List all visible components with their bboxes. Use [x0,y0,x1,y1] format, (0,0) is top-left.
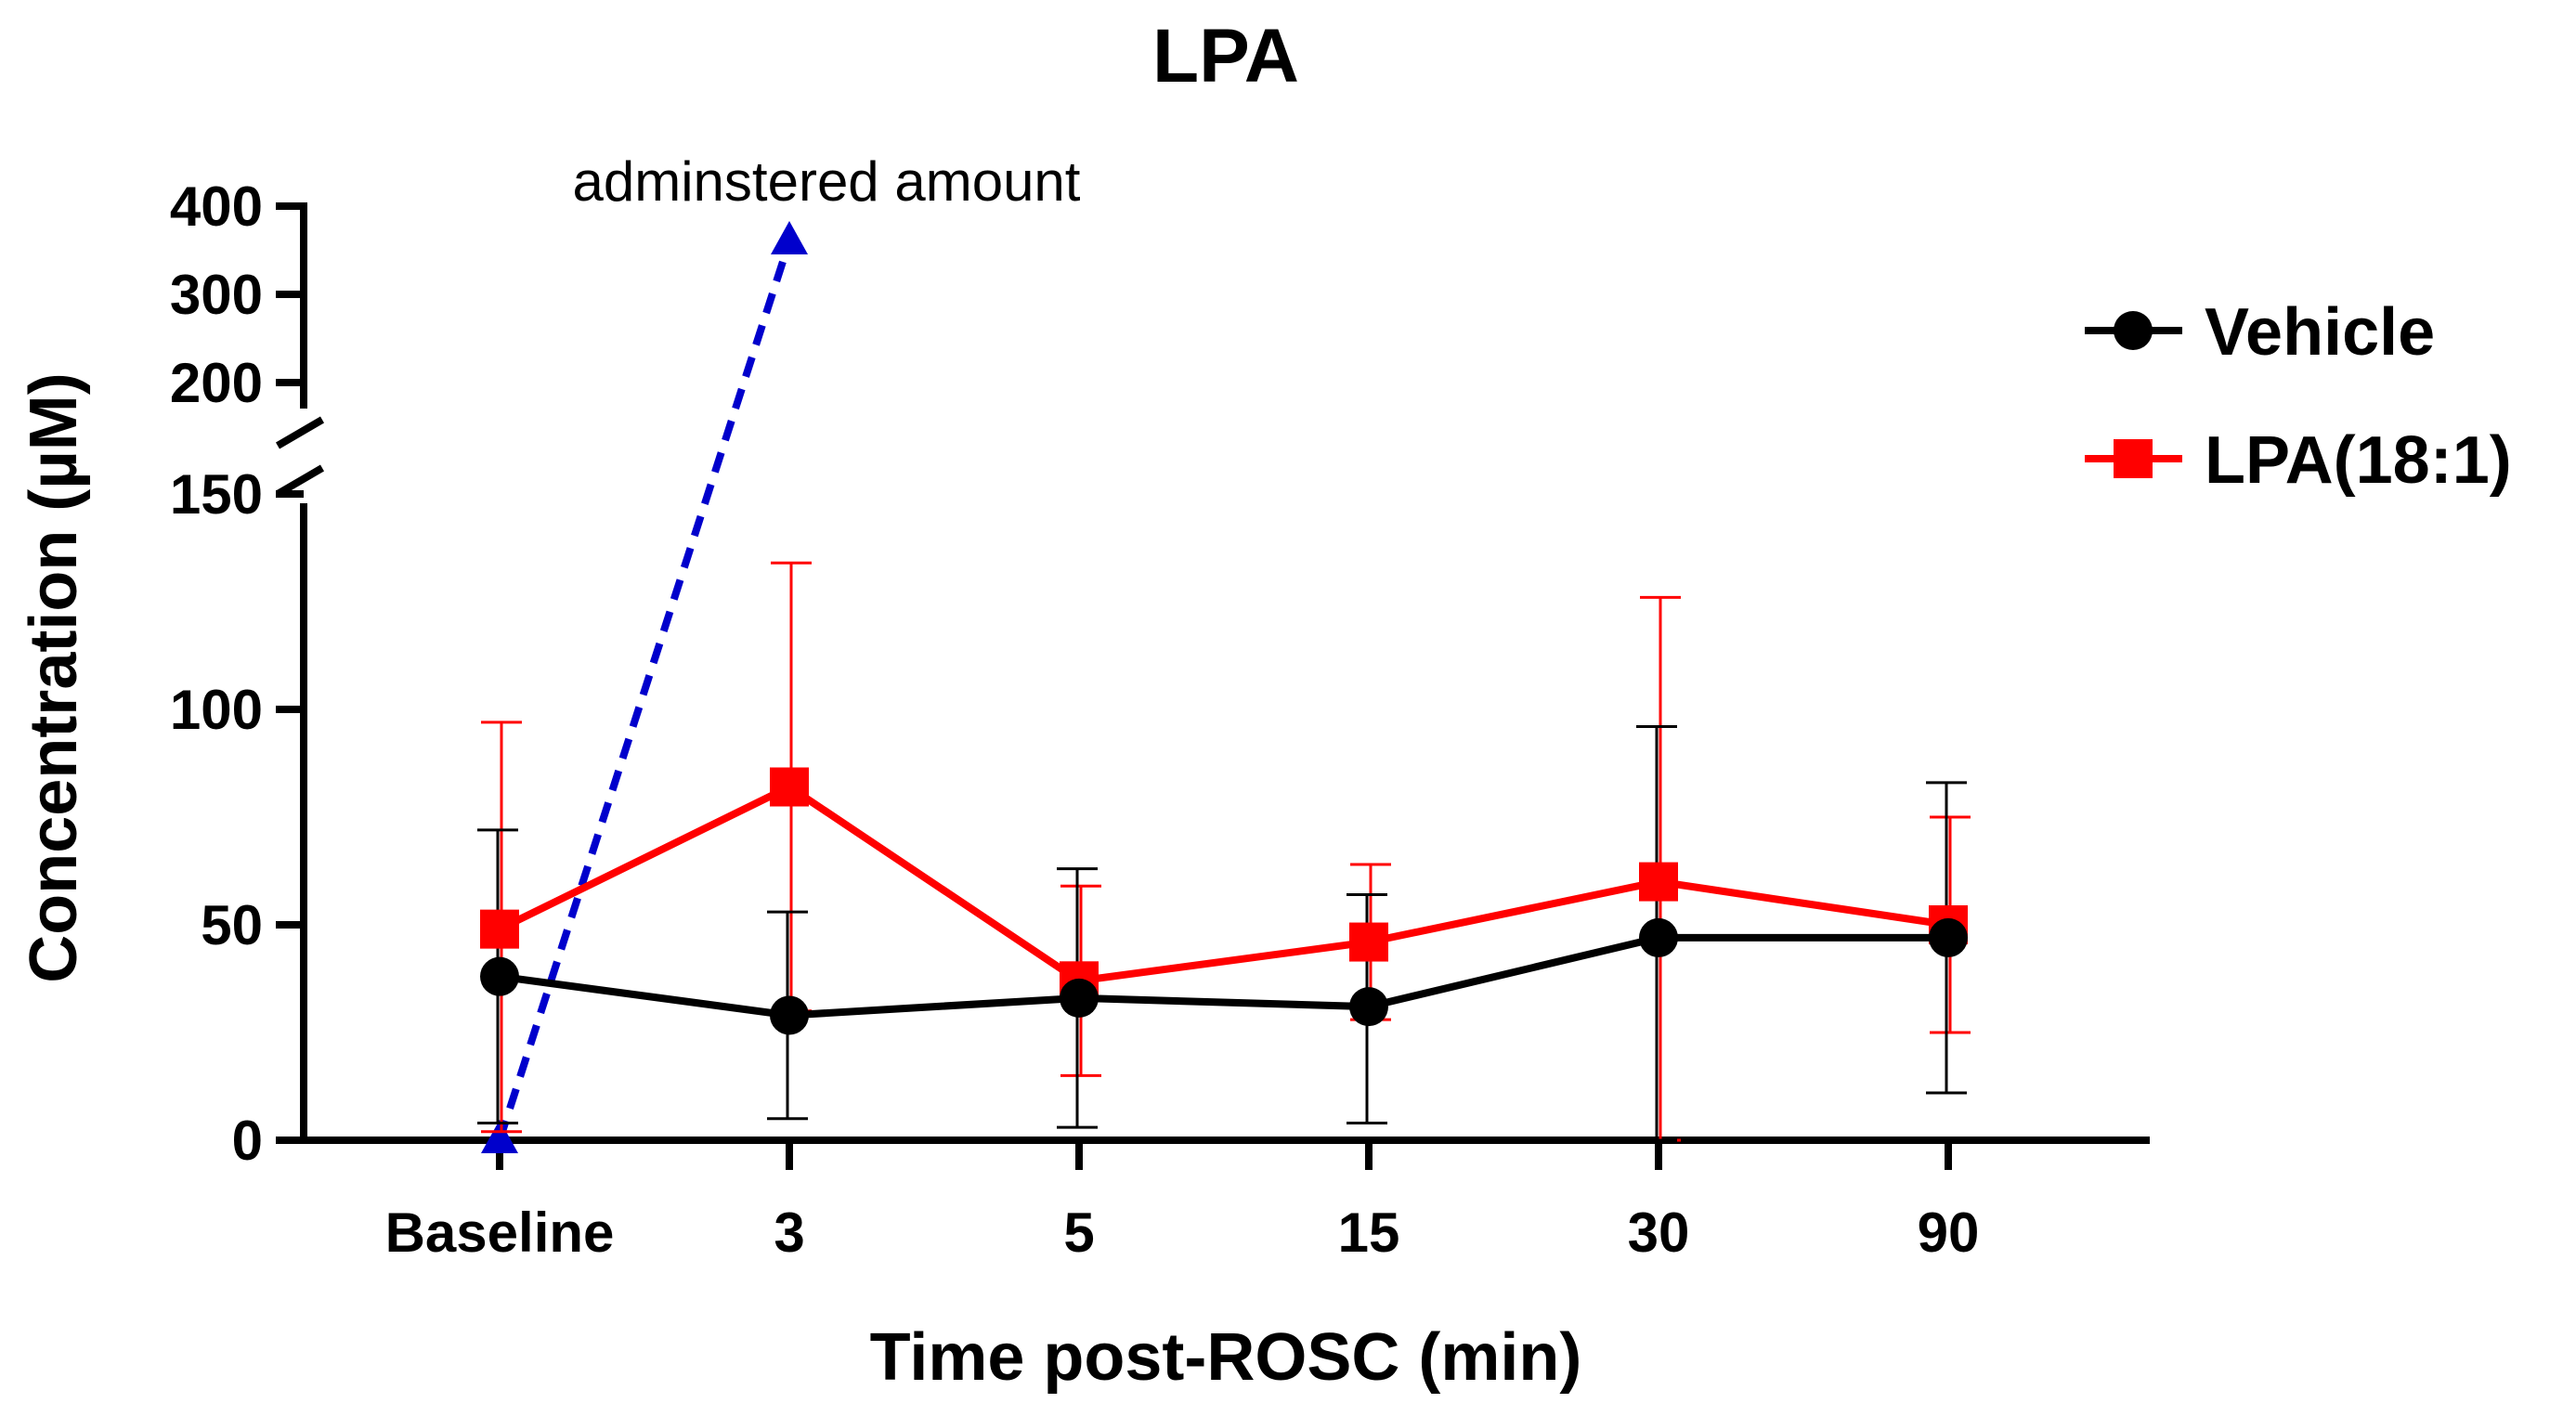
axes [275,202,2150,1144]
data-point [480,956,519,996]
y-axis-label: Concentration (µM) [17,372,91,982]
data-point [480,909,519,949]
data-point [770,767,809,807]
error-bars-Vehicle [477,725,1967,1142]
data-point [770,995,809,1035]
administered-triangle-marker [481,1120,518,1153]
legend: Vehicle LPA(18:1) [2085,295,2512,498]
y-tick-label: 300 [170,264,263,326]
series-line [499,933,1948,1020]
x-tick-label: 5 [1063,1202,1094,1264]
administered-amount-series: adminstered amount [481,150,1081,1153]
legend-marker [2114,439,2153,478]
legend-marker [2114,311,2153,350]
y-tick-label: 0 [232,1110,263,1172]
data-point [1060,978,1099,1018]
legend-label: LPA(18:1) [2205,423,2512,498]
y-tick-label: 400 [170,175,263,238]
data-series [477,561,1971,1142]
y-tick-label: 200 [170,352,263,414]
x-tick-label: 3 [774,1202,804,1264]
y-tick-label: 150 [170,463,263,526]
x-axis-label: Time post-ROSC (min) [870,1320,1582,1395]
chart-title: LPA [1152,14,1299,98]
x-tick-label: 15 [1338,1202,1400,1264]
error-bars-LPA(18:1) [481,561,1971,1142]
ticks: 0 50 100 150 200 300 400 Baseline 3 5 15 30 90 [170,175,1979,1264]
axis-break-mark-bottom [275,464,325,498]
data-point [1639,862,1678,902]
y-tick-label: 100 [170,679,263,741]
series-Vehicle [480,917,1968,1035]
series-LPA(18:1) [480,767,1968,1001]
data-point [1929,917,1968,957]
data-point [1349,922,1388,962]
x-tick-label: 30 [1628,1202,1690,1264]
axis-break-mark-top [275,416,325,449]
y-tick-label: 50 [201,894,263,956]
x-tick-label: Baseline [385,1202,615,1264]
data-point [1349,987,1388,1027]
series-line [498,782,1949,985]
administered-triangle-marker [771,221,808,254]
administered-dashed-line [496,240,793,1142]
x-tick-label: 90 [1918,1202,1980,1264]
legend-label: Vehicle [2205,295,2435,370]
data-point [1639,917,1678,957]
administered-label: adminstered amount [573,150,1081,213]
